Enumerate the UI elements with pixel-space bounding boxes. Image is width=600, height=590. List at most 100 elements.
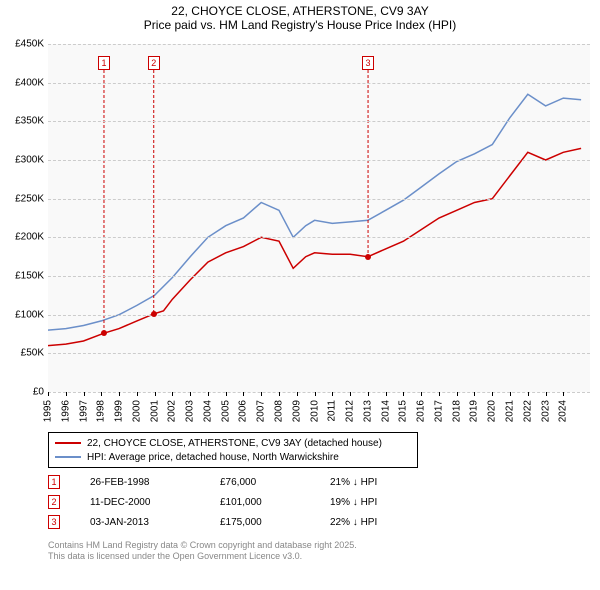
xtick-mark <box>137 392 138 396</box>
gridline-h <box>48 392 590 393</box>
ytick-label: £400K <box>0 77 44 88</box>
event-diff: 19% ↓ HPI <box>330 497 440 508</box>
event-row: 211-DEC-2000£101,00019% ↓ HPI <box>48 492 548 512</box>
xtick-mark <box>243 392 244 396</box>
ytick-label: £0 <box>0 387 44 398</box>
xtick-mark <box>172 392 173 396</box>
xtick-label: 2000 <box>131 400 142 422</box>
event-marker-box: 2 <box>48 495 60 509</box>
xtick-label: 2012 <box>345 400 356 422</box>
xtick-mark <box>315 392 316 396</box>
xtick-label: 2008 <box>274 400 285 422</box>
series-line-hpi <box>48 94 581 330</box>
xtick-mark <box>439 392 440 396</box>
xtick-label: 2022 <box>522 400 533 422</box>
legend-row: 22, CHOYCE CLOSE, ATHERSTONE, CV9 3AY (d… <box>55 436 411 450</box>
sale-dot <box>101 330 107 336</box>
sale-dot <box>151 311 157 317</box>
event-diff: 21% ↓ HPI <box>330 477 440 488</box>
xtick-label: 2005 <box>220 400 231 422</box>
xtick-label: 2013 <box>362 400 373 422</box>
xtick-label: 2002 <box>167 400 178 422</box>
title-subtitle: Price paid vs. HM Land Registry's House … <box>0 18 600 32</box>
footer-attribution: Contains HM Land Registry data © Crown c… <box>48 540 357 562</box>
ytick-label: £50K <box>0 348 44 359</box>
legend-row: HPI: Average price, detached house, Nort… <box>55 450 411 464</box>
ytick-label: £150K <box>0 271 44 282</box>
legend: 22, CHOYCE CLOSE, ATHERSTONE, CV9 3AY (d… <box>48 432 418 468</box>
chart-title-block: 22, CHOYCE CLOSE, ATHERSTONE, CV9 3AY Pr… <box>0 0 600 32</box>
chart-lines-svg <box>48 44 590 392</box>
event-date: 26-FEB-1998 <box>90 477 220 488</box>
xtick-mark <box>332 392 333 396</box>
xtick-label: 2020 <box>487 400 498 422</box>
ytick-label: £300K <box>0 155 44 166</box>
xtick-label: 1997 <box>78 400 89 422</box>
gridline-h <box>48 199 590 200</box>
gridline-h <box>48 276 590 277</box>
xtick-mark <box>66 392 67 396</box>
sale-dot <box>365 254 371 260</box>
event-marker-box: 1 <box>48 475 60 489</box>
xtick-mark <box>403 392 404 396</box>
xtick-mark <box>261 392 262 396</box>
xtick-label: 2010 <box>309 400 320 422</box>
sale-marker-box: 1 <box>98 56 110 70</box>
sale-marker-box: 3 <box>362 56 374 70</box>
gridline-h <box>48 315 590 316</box>
xtick-mark <box>386 392 387 396</box>
ytick-label: £350K <box>0 116 44 127</box>
event-price: £175,000 <box>220 517 330 528</box>
xtick-label: 2006 <box>238 400 249 422</box>
ytick-label: £250K <box>0 193 44 204</box>
xtick-label: 1998 <box>96 400 107 422</box>
xtick-mark <box>546 392 547 396</box>
sale-events-table: 1 26-FEB-1998£76,00021% ↓ HPI 2 11-DEC-2000… <box>48 472 548 532</box>
xtick-mark <box>457 392 458 396</box>
gridline-h <box>48 237 590 238</box>
event-diff: 22% ↓ HPI <box>330 517 440 528</box>
xtick-mark <box>279 392 280 396</box>
gridline-h <box>48 83 590 84</box>
xtick-label: 2014 <box>380 400 391 422</box>
xtick-mark <box>101 392 102 396</box>
xtick-label: 2015 <box>398 400 409 422</box>
event-date: 11-DEC-2000 <box>90 497 220 508</box>
xtick-label: 1999 <box>114 400 125 422</box>
xtick-mark <box>155 392 156 396</box>
xtick-mark <box>119 392 120 396</box>
xtick-mark <box>368 392 369 396</box>
xtick-mark <box>48 392 49 396</box>
xtick-label: 1995 <box>43 400 54 422</box>
xtick-label: 1996 <box>60 400 71 422</box>
xtick-mark <box>474 392 475 396</box>
event-row: 303-JAN-2013£175,00022% ↓ HPI <box>48 512 548 532</box>
xtick-mark <box>510 392 511 396</box>
xtick-mark <box>563 392 564 396</box>
xtick-label: 2017 <box>433 400 444 422</box>
xtick-label: 2001 <box>149 400 160 422</box>
xtick-mark <box>226 392 227 396</box>
gridline-h <box>48 44 590 45</box>
xtick-label: 2019 <box>469 400 480 422</box>
xtick-label: 2011 <box>327 400 338 422</box>
event-price: £76,000 <box>220 477 330 488</box>
xtick-label: 2023 <box>540 400 551 422</box>
chart-plot-area: £0£50K£100K£150K£200K£250K£300K£350K£400… <box>48 44 590 392</box>
xtick-mark <box>492 392 493 396</box>
legend-swatch <box>55 456 81 458</box>
ytick-label: £100K <box>0 309 44 320</box>
xtick-mark <box>528 392 529 396</box>
gridline-h <box>48 121 590 122</box>
legend-label: HPI: Average price, detached house, Nort… <box>87 452 339 463</box>
xtick-label: 2024 <box>558 400 569 422</box>
xtick-mark <box>208 392 209 396</box>
ytick-label: £450K <box>0 39 44 50</box>
legend-swatch <box>55 442 81 444</box>
xtick-mark <box>350 392 351 396</box>
gridline-h <box>48 353 590 354</box>
ytick-label: £200K <box>0 232 44 243</box>
series-line-property <box>48 148 581 345</box>
xtick-label: 2021 <box>505 400 516 422</box>
title-address: 22, CHOYCE CLOSE, ATHERSTONE, CV9 3AY <box>0 4 600 18</box>
